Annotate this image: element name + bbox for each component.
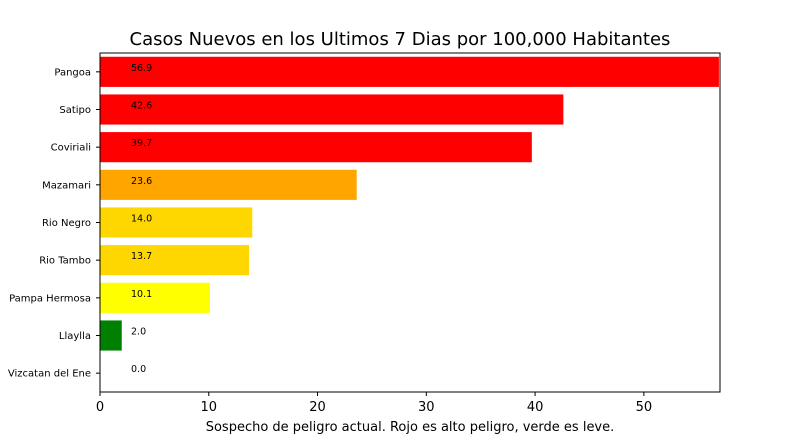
y-tick-label: Vizcatan del Ene [8,369,91,380]
bars-group [100,56,719,351]
y-tick-label: Pampa Hermosa [9,293,91,304]
value-label: 0.0 [131,364,146,375]
value-label: 56.9 [131,63,152,74]
x-tick-label: 40 [527,400,544,415]
bar-rio-tambo [100,245,250,276]
x-tick-label: 30 [418,400,435,415]
plot-frame [99,52,721,393]
bar-pampa-hermosa [100,282,210,313]
y-tick-label: Satipo [59,105,91,116]
value-label: 10.1 [131,289,152,300]
bar-rio-negro [100,207,253,238]
y-tick-label: Llaylla [59,331,91,342]
value-label: 23.6 [131,176,152,187]
y-tick-label: Rio Negro [42,218,91,229]
y-tick-labels: Pangoa Satipo Coviriali Mazamari Rio Negro Ri… [8,67,100,380]
chart-title: Casos Nuevos en los Ultimos 7 Dias por 1… [130,29,671,50]
bar-satipo [100,94,564,125]
x-axis-label: Sospecho de peligro actual. Rojo es alto… [206,420,615,435]
y-tick-label: Pangoa [54,67,91,78]
value-labels: 56.9 42.6 39.7 23.6 14.0 13.7 10.1 2.0 0.0 [131,63,152,375]
value-label: 39.7 [131,138,152,149]
x-tick-label: 20 [309,400,326,415]
value-label: 2.0 [131,327,146,338]
bar-coviriali [100,132,532,163]
value-label: 14.0 [131,214,152,225]
value-label: 42.6 [131,101,152,112]
y-tick-label: Coviriali [51,143,91,154]
y-tick-label: Rio Tambo [39,256,91,267]
x-tick-label: 10 [200,400,217,415]
value-label: 13.7 [131,251,152,262]
bar-llaylla [100,320,122,351]
bar-pangoa [100,56,719,87]
x-ticks: 0 10 20 30 40 50 [96,392,652,415]
x-tick-label: 50 [636,400,653,415]
bar-mazamari [100,169,357,200]
y-tick-label: Mazamari [42,180,91,191]
x-tick-label: 0 [96,400,104,415]
